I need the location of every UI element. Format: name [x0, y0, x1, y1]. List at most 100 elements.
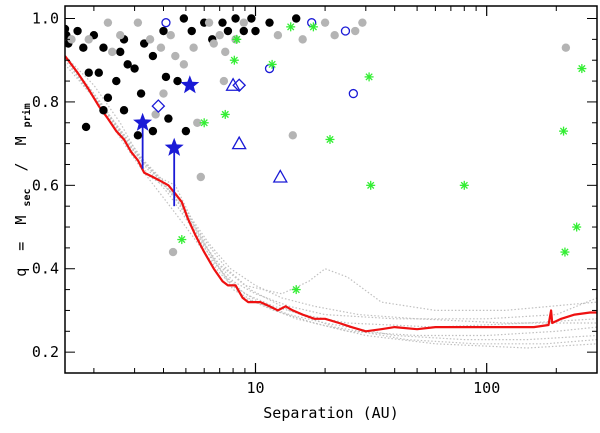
- blue-open-triangles-point-0: [225, 77, 241, 91]
- green-asterisks-point-6-stroke-3: [233, 35, 241, 44]
- gray-curve-2: [71, 68, 597, 328]
- gray-filled-circles-point-5: [145, 35, 155, 44]
- y-label-num: M: [12, 216, 30, 225]
- gray-filled-circles-point-22: [330, 30, 339, 40]
- tick-labels-group: 10 100 0.2 0.4 0.6 0.8 1.0: [32, 10, 500, 397]
- gray-filled-circles-point-0: [67, 35, 76, 44]
- black-filled-circles-point-19: [173, 76, 182, 86]
- green-asterisks-point-3-stroke-3: [230, 56, 238, 64]
- green-asterisks-point-4: [220, 109, 230, 119]
- black-filled-circles-point-32: [81, 122, 91, 132]
- gray-filled-circles-point-17: [239, 18, 248, 27]
- black-filled-circles-point-29: [251, 26, 260, 36]
- gray-filled-circles-point-31: [107, 47, 117, 57]
- gray-curve-3: [65, 64, 597, 349]
- blue-filled-stars-point-0: [133, 112, 153, 131]
- black-filled-circles-point-10: [116, 47, 125, 57]
- green-asterisks-point-12-stroke-3: [178, 235, 186, 244]
- green-asterisks-point-7: [364, 72, 374, 82]
- green-asterisks-point-13-stroke-3: [559, 127, 568, 135]
- black-filled-circles-point-8: [103, 93, 113, 102]
- black-filled-circles-point-3: [79, 43, 88, 52]
- green-asterisks-point-10-stroke-3: [460, 181, 468, 189]
- green-asterisks-point-5-stroke-3: [200, 119, 208, 127]
- gray-filled-circles-point-12: [204, 18, 214, 27]
- y-axis-label: q = M sec / M prim: [12, 103, 33, 277]
- green-asterisks-point-1-stroke-3: [309, 23, 318, 31]
- y-label-den: M: [12, 136, 30, 145]
- green-asterisks-point-13: [559, 126, 569, 136]
- green-asterisks-point-0-stroke-3: [287, 23, 295, 31]
- green-asterisks-point-11-stroke-3: [292, 285, 300, 294]
- gray-filled-circles-point-30: [159, 89, 168, 98]
- black-filled-circles-point-14: [136, 89, 146, 98]
- gray-filled-circles-point-1: [84, 35, 93, 44]
- gray-filled-circles-point-2: [103, 18, 113, 27]
- green-asterisks-point-14-stroke-3: [578, 64, 586, 73]
- black-filled-circles-point-39: [119, 106, 129, 115]
- gray-filled-circles-point-3: [116, 30, 125, 40]
- black-filled-circles-point-27: [239, 26, 248, 36]
- x-tick-label-1: 100: [473, 379, 500, 397]
- black-filled-circles-point-35: [148, 126, 158, 136]
- black-filled-circles-point-12: [123, 60, 132, 69]
- y-label-q: q: [12, 268, 30, 277]
- black-filled-circles-point-4: [84, 68, 93, 77]
- gray-filled-circles-point-27: [196, 172, 205, 182]
- gray-filled-circles-point-6: [156, 43, 166, 52]
- gray-curves-group: [65, 55, 597, 349]
- green-asterisks-point-2: [267, 59, 277, 69]
- green-asterisks-point-8: [325, 134, 335, 144]
- gray-filled-circles-point-19: [288, 131, 297, 140]
- green-asterisks-point-14: [577, 64, 587, 74]
- black-filled-circles-point-38: [73, 26, 82, 36]
- green-asterisks-point-6: [232, 34, 242, 44]
- black-filled-circles-point-24: [218, 18, 227, 27]
- black-filled-circles-point-21: [187, 26, 196, 36]
- gray-filled-circles-point-8: [171, 51, 180, 61]
- plot-frame: [64, 5, 598, 374]
- blue-open-circles-point-0: [161, 18, 171, 28]
- blue-open-diamonds-point-0: [151, 99, 166, 114]
- blue-open-triangles-point-1: [231, 135, 247, 150]
- black-filled-circles-point-37: [181, 126, 191, 136]
- black-filled-circles-point-15: [139, 39, 149, 48]
- black-filled-circles-point-20: [179, 14, 189, 23]
- green-asterisks-point-7-stroke-3: [365, 73, 373, 81]
- black-filled-circles-point-9: [112, 76, 121, 86]
- green-asterisks-point-8-stroke-3: [326, 135, 334, 144]
- y-tick-label-2: 0.6: [32, 176, 59, 194]
- black-filled-circles-point-34: [133, 131, 143, 140]
- error-bars-group: [141, 122, 176, 207]
- gray-filled-circles-point-28: [219, 76, 229, 86]
- green-asterisks-point-16-stroke-3: [561, 248, 569, 256]
- black-filled-circles-point-33: [99, 106, 108, 115]
- x-tick-label-0: 10: [246, 379, 264, 397]
- blue-open-circles-point-3: [340, 26, 351, 36]
- gray-filled-circles-point-21: [320, 18, 330, 27]
- gray-filled-circles-point-7: [166, 30, 175, 40]
- black-filled-circles-point-18: [164, 114, 173, 123]
- blue-open-triangles-point-2: [272, 169, 288, 183]
- y-label-slash: /: [12, 162, 30, 171]
- green-asterisks-point-16: [560, 247, 570, 257]
- y-tick-label-4: 1.0: [32, 10, 59, 28]
- gray-filled-circles-point-11: [193, 118, 202, 127]
- gray-curve-5: [65, 59, 597, 337]
- black-filled-circles-point-26: [231, 14, 240, 23]
- y-label-den-sub: prim: [21, 103, 33, 127]
- green-asterisks-point-12: [177, 235, 187, 245]
- gray-curve-6: [82, 84, 597, 345]
- green-asterisks-point-3: [229, 55, 239, 65]
- green-asterisks-point-9-stroke-3: [367, 181, 375, 189]
- black-filled-circles-point-17: [159, 26, 168, 36]
- gray-filled-circles-point-4: [133, 18, 143, 27]
- green-asterisks-point-10: [459, 180, 469, 190]
- black-filled-circles-point-7: [99, 43, 108, 52]
- black-filled-circles-point-25: [223, 26, 233, 36]
- gray-curve-0: [65, 59, 597, 341]
- y-tick-label-3: 0.8: [32, 93, 59, 111]
- gray-filled-circles-point-29: [561, 43, 571, 52]
- gray-curve-7: [71, 64, 597, 324]
- markers-group: [65, 14, 587, 295]
